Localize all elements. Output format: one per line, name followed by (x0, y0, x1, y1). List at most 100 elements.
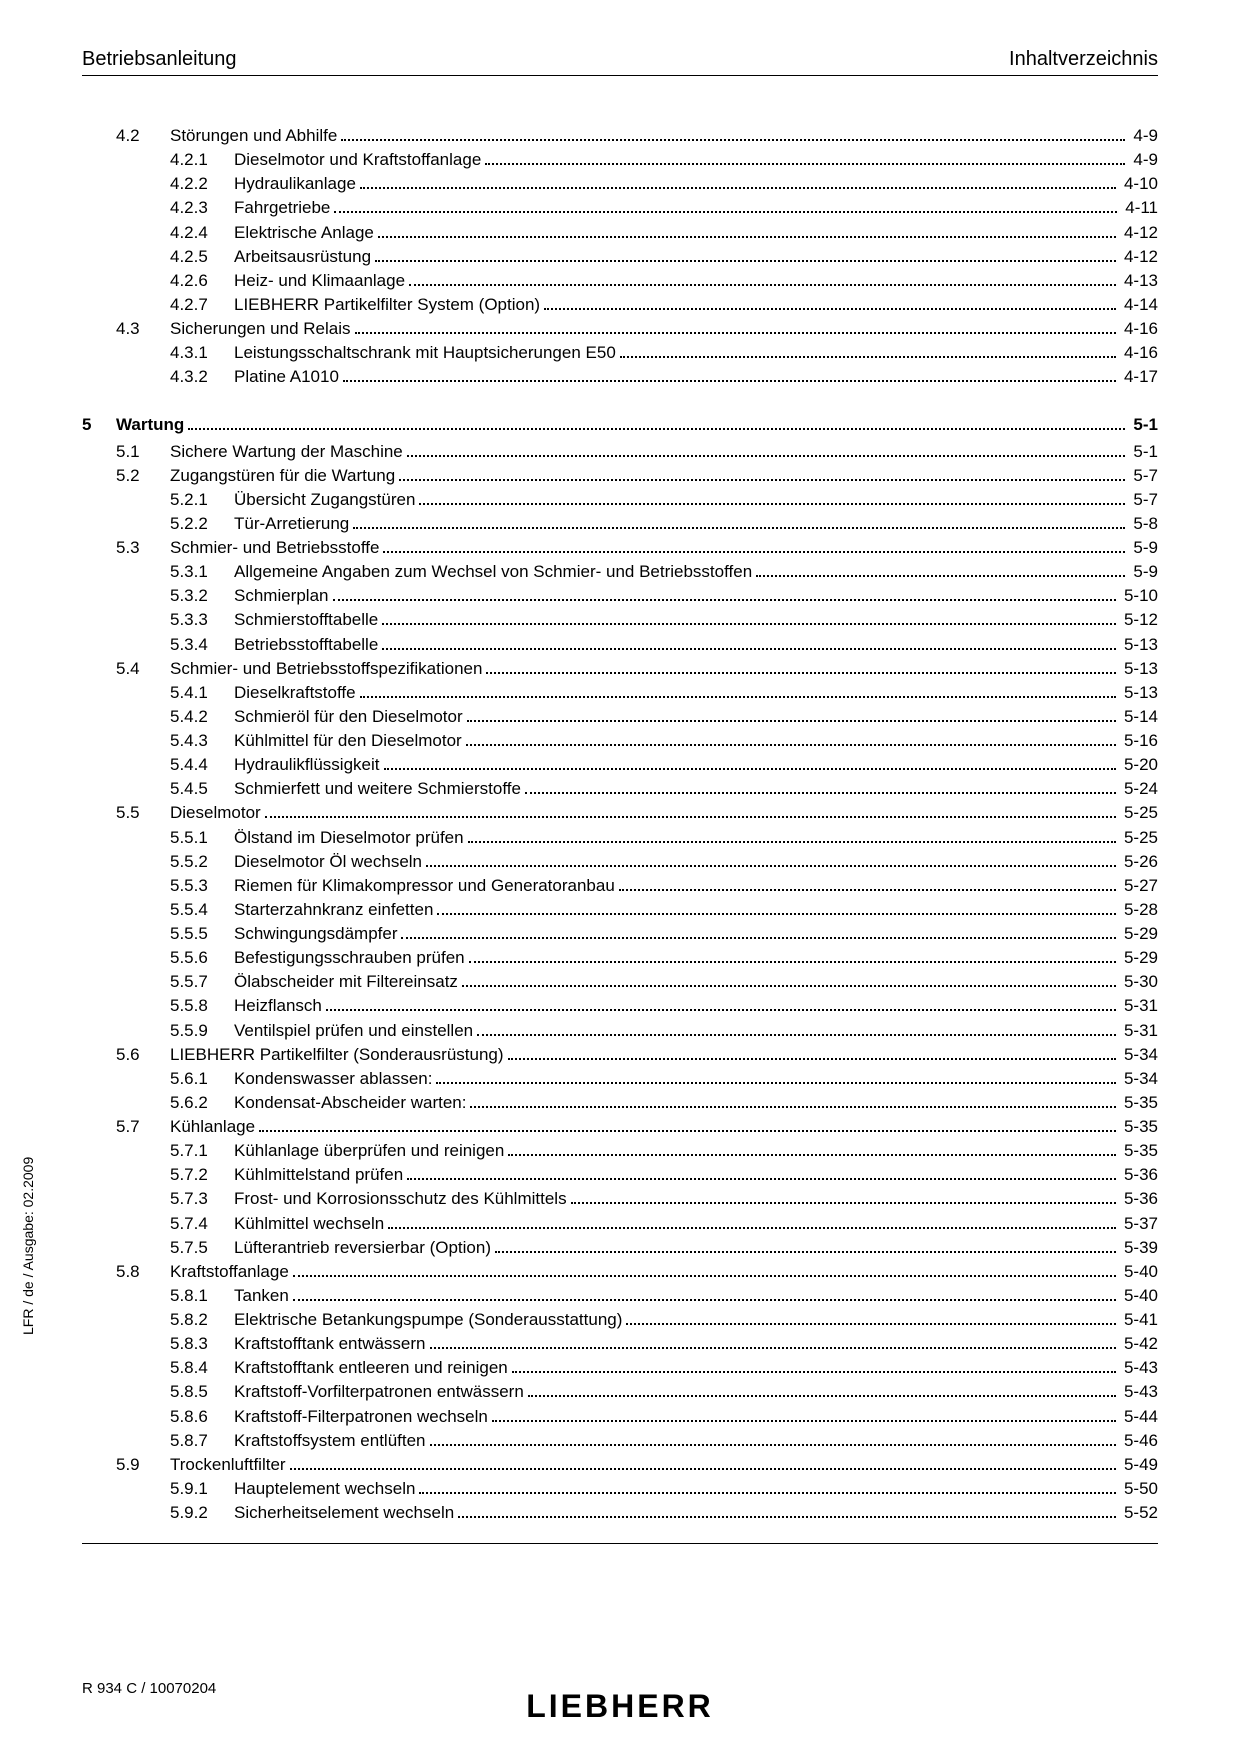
toc-section-number: 5.8 (116, 1260, 170, 1284)
toc-page-ref: 5-36 (1120, 1187, 1158, 1211)
toc-subsection-number: 4.3.1 (170, 341, 234, 365)
toc-section-number: 5.3 (116, 536, 170, 560)
toc-label: Kraftstoffanlage (170, 1260, 289, 1284)
toc-entry: 5.8.1Tanken 5-40 (82, 1284, 1158, 1308)
toc-leader-dots (430, 1430, 1116, 1445)
toc-leader-dots (290, 1454, 1116, 1469)
header-right: Inhaltverzeichnis (1009, 48, 1158, 71)
toc-leader-dots (508, 1044, 1116, 1059)
toc-page-ref: 5-44 (1120, 1405, 1158, 1429)
toc-leader-dots (436, 1068, 1116, 1083)
toc-label: Kühlmittel wechseln (234, 1212, 384, 1236)
toc-label: Kondensat-Abscheider warten: (234, 1091, 466, 1115)
toc-label: Trockenluftfilter (170, 1453, 286, 1477)
toc-section-number: 4.2 (116, 124, 170, 148)
toc-entry: 5.5.8Heizflansch 5-31 (82, 994, 1158, 1018)
toc-subsection-number: 5.5.6 (170, 946, 234, 970)
toc-entry: 4.2.7LIEBHERR Partikelfilter System (Opt… (82, 293, 1158, 317)
toc-page-ref: 5-35 (1120, 1115, 1158, 1139)
toc-entry: 4.2.2Hydraulikanlage 4-10 (82, 172, 1158, 196)
toc-section-number: 5.4 (116, 657, 170, 681)
toc-entry: 5.4.4Hydraulikflüssigkeit 5-20 (82, 753, 1158, 777)
toc-page-ref: 4-12 (1120, 245, 1158, 269)
toc-page-ref: 4-14 (1120, 293, 1158, 317)
toc-subsection-number: 5.7.4 (170, 1212, 234, 1236)
toc-page-ref: 4-10 (1120, 172, 1158, 196)
toc-entry: 4.2.3Fahrgetriebe 4-11 (82, 196, 1158, 220)
toc-label: Platine A1010 (234, 365, 339, 389)
toc-page-ref: 5-35 (1120, 1139, 1158, 1163)
toc-page-ref: 5-14 (1120, 705, 1158, 729)
toc-subsection-number: 5.8.2 (170, 1308, 234, 1332)
toc-entry: 4.3.1Leistungsschaltschrank mit Hauptsic… (82, 341, 1158, 365)
toc-entry: 5.5.1Ölstand im Dieselmotor prüfen 5-25 (82, 826, 1158, 850)
toc-page-ref: 5-31 (1120, 994, 1158, 1018)
toc-page-ref: 5-41 (1120, 1308, 1158, 1332)
toc-leader-dots (458, 1503, 1116, 1518)
page-header: Betriebsanleitung Inhaltverzeichnis (82, 48, 1158, 76)
toc-entry: 5.5.4Starterzahnkranz einfetten 5-28 (82, 898, 1158, 922)
toc-label: Übersicht Zugangstüren (234, 488, 415, 512)
toc-subsection-number: 5.8.1 (170, 1284, 234, 1308)
toc-label: Kondenswasser ablassen: (234, 1067, 432, 1091)
toc-subsection-number: 5.8.5 (170, 1380, 234, 1404)
toc-entry: 5.7Kühlanlage 5-35 (82, 1115, 1158, 1139)
toc-subsection-number: 4.2.6 (170, 269, 234, 293)
toc-entry: 5.6.2Kondensat-Abscheider warten: 5-35 (82, 1091, 1158, 1115)
toc-subsection-number: 5.5.5 (170, 922, 234, 946)
toc-subsection-number: 5.8.6 (170, 1405, 234, 1429)
toc-leader-dots (353, 514, 1125, 529)
toc-label: LIEBHERR Partikelfilter (Sonderausrüstun… (170, 1043, 504, 1067)
toc-label: Befestigungsschrauben prüfen (234, 946, 465, 970)
toc-leader-dots (407, 441, 1126, 456)
toc-page-ref: 5-27 (1120, 874, 1158, 898)
toc-subsection-number: 5.4.1 (170, 681, 234, 705)
toc-entry: 5.5.2Dieselmotor Öl wechseln 5-26 (82, 850, 1158, 874)
toc-entry: 5.3.1Allgemeine Angaben zum Wechsel von … (82, 560, 1158, 584)
toc-leader-dots (407, 1165, 1116, 1180)
toc-page-ref: 5-42 (1120, 1332, 1158, 1356)
toc-page-ref: 4-13 (1120, 269, 1158, 293)
toc-page-ref: 5-43 (1120, 1356, 1158, 1380)
toc-subsection-number: 4.2.3 (170, 196, 234, 220)
toc-subsection-number: 5.6.1 (170, 1067, 234, 1091)
toc-leader-dots (528, 1382, 1116, 1397)
bottom-rule (82, 1543, 1158, 1544)
toc-page-ref: 5-8 (1129, 512, 1158, 536)
toc-page-ref: 5-1 (1129, 440, 1158, 464)
toc-page-ref: 4-11 (1121, 196, 1158, 220)
toc-leader-dots (188, 415, 1125, 430)
toc-page-ref: 5-16 (1120, 729, 1158, 753)
toc-subsection-number: 5.4.3 (170, 729, 234, 753)
toc-subsection-number: 4.2.1 (170, 148, 234, 172)
toc-leader-dots (333, 586, 1116, 601)
toc-entry: 4.2.5Arbeitsausrüstung 4-12 (82, 245, 1158, 269)
toc-page-ref: 5-13 (1120, 657, 1158, 681)
toc-label: Kraftstoff-Filterpatronen wechseln (234, 1405, 488, 1429)
toc-page-ref: 5-31 (1120, 1019, 1158, 1043)
toc-leader-dots (360, 682, 1116, 697)
toc-subsection-number: 5.5.2 (170, 850, 234, 874)
toc-leader-dots (508, 1141, 1116, 1156)
toc-entry: 4.2.1Dieselmotor und Kraftstoffanlage 4-… (82, 148, 1158, 172)
toc-page-ref: 5-36 (1120, 1163, 1158, 1187)
toc-label: LIEBHERR Partikelfilter System (Option) (234, 293, 540, 317)
toc-subsection-number: 5.4.5 (170, 777, 234, 801)
toc-subsection-number: 5.7.2 (170, 1163, 234, 1187)
toc-label: Elektrische Anlage (234, 221, 374, 245)
toc-subsection-number: 5.7.1 (170, 1139, 234, 1163)
toc-subsection-number: 4.2.2 (170, 172, 234, 196)
toc-leader-dots (437, 900, 1116, 915)
toc-entry: 5.4.1Dieselkraftstoffe 5-13 (82, 681, 1158, 705)
toc-entry: 5.7.1Kühlanlage überprüfen und reinigen … (82, 1139, 1158, 1163)
toc-entry: 5.8.3Kraftstofftank entwässern 5-42 (82, 1332, 1158, 1356)
toc-label: Dieselkraftstoffe (234, 681, 356, 705)
toc-leader-dots (571, 1189, 1116, 1204)
toc-section-number: 5.9 (116, 1453, 170, 1477)
toc-entry: 5.2Zugangstüren für die Wartung 5-7 (82, 464, 1158, 488)
toc-leader-dots (470, 1093, 1115, 1108)
toc-label: Hauptelement wechseln (234, 1477, 415, 1501)
toc-leader-dots (620, 343, 1116, 358)
toc-label: Hydraulikflüssigkeit (234, 753, 380, 777)
toc-entry: 5.2.1Übersicht Zugangstüren 5-7 (82, 488, 1158, 512)
